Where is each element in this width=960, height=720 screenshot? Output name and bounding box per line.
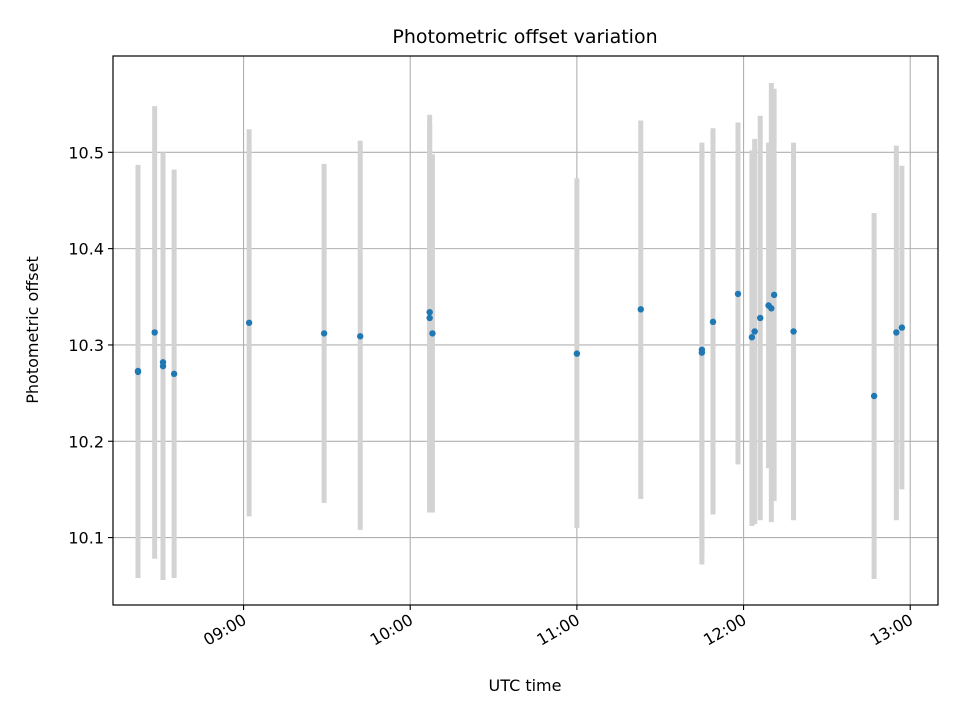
data-points [134, 290, 906, 400]
data-point [245, 319, 253, 326]
x-tick-label: 09:00 [200, 610, 249, 650]
axis-ticks: 09:00 10:00 11:00 12:00 13:00 10.1 10.2 10.3 10.… [68, 143, 916, 649]
data-point [751, 328, 758, 335]
data-point [170, 370, 178, 378]
data-point [757, 314, 764, 322]
data-point [320, 330, 328, 337]
grid [113, 56, 938, 605]
data-point [134, 368, 142, 376]
data-point [893, 329, 900, 336]
x-axis-label: UTC time [489, 676, 562, 695]
data-point [151, 329, 158, 336]
x-tick-label: 10:00 [367, 610, 416, 650]
chart-title: Photometric offset variation [392, 26, 657, 48]
data-point [637, 306, 644, 313]
data-point [429, 330, 436, 337]
x-tick-label: 11:00 [533, 610, 582, 650]
data-point [768, 305, 775, 312]
data-point [709, 318, 717, 326]
y-tick-label: 10.2 [68, 432, 104, 451]
data-point [748, 334, 756, 341]
data-point [790, 328, 797, 335]
data-point [770, 291, 778, 299]
y-axis-label: Photometric offset [23, 256, 42, 404]
y-tick-label: 10.5 [68, 143, 104, 162]
error-bars [135, 82, 905, 580]
data-point [159, 359, 167, 366]
data-point [426, 314, 433, 322]
data-point [898, 324, 906, 331]
data-point [870, 392, 878, 400]
data-point [357, 333, 364, 340]
data-point [573, 350, 581, 357]
plot-area-frame [112, 55, 939, 606]
x-tick-label: 12:00 [700, 610, 749, 650]
y-tick-label: 10.1 [68, 529, 104, 548]
data-point [698, 346, 706, 353]
x-tick-label: 13:00 [867, 610, 916, 650]
y-tick-label: 10.4 [68, 240, 104, 259]
data-point [426, 309, 433, 316]
y-tick-label: 10.3 [68, 336, 104, 355]
data-point [734, 290, 742, 298]
